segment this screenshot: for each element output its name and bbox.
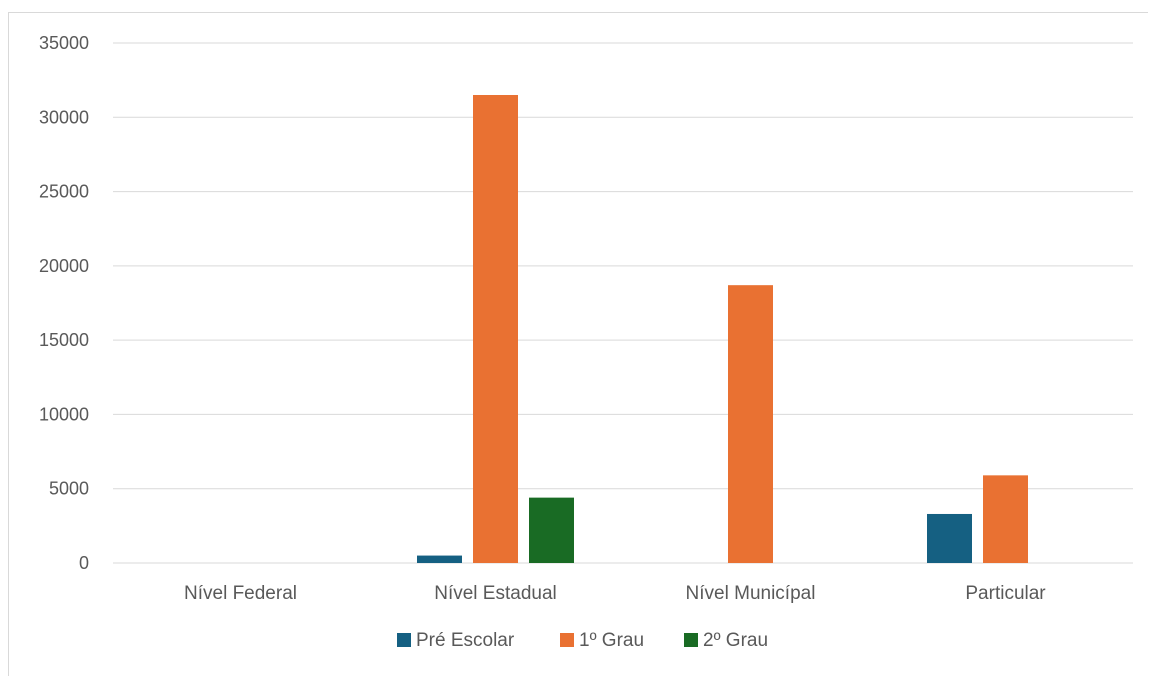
bar-pr-escolar-3 <box>927 513 972 563</box>
bar-1-grau-2 <box>728 285 773 563</box>
legend-swatch <box>397 633 411 647</box>
gridlines <box>113 42 1133 564</box>
x-category-label: Nível Municípal <box>686 583 816 604</box>
x-axis-category-labels: Nível Federal Nível Estadual Nível Municíp… <box>184 583 1046 604</box>
bars <box>417 95 1028 563</box>
bar-2-grau-1 <box>529 497 574 563</box>
x-category-label: Nível Federal <box>184 583 297 604</box>
y-tick-label: 15000 <box>39 330 89 350</box>
bar-1-grau-3 <box>983 475 1028 563</box>
y-tick-label: 25000 <box>39 182 89 202</box>
x-category-label: Nível Estadual <box>434 583 557 604</box>
legend-swatch <box>560 633 574 647</box>
y-tick-label: 20000 <box>39 256 89 276</box>
legend-label: 1º Grau <box>579 630 644 651</box>
y-tick-label: 5000 <box>49 479 89 499</box>
legend: Pré Escolar 1º Grau 2º Grau <box>397 630 768 651</box>
chart-frame <box>8 12 1148 676</box>
x-category-label: Particular <box>965 583 1046 604</box>
y-axis-tick-labels: 0 5000 10000 15000 20000 25000 30000 35000 <box>39 33 89 573</box>
y-tick-label: 0 <box>79 553 89 573</box>
y-tick-label: 10000 <box>39 404 89 424</box>
y-tick-label: 35000 <box>39 33 89 53</box>
legend-label: 2º Grau <box>703 630 768 651</box>
legend-swatch <box>684 633 698 647</box>
legend-label: Pré Escolar <box>416 630 515 651</box>
bar-1-grau-1 <box>473 95 518 563</box>
y-tick-label: 30000 <box>39 107 89 127</box>
bar-pr-escolar-1 <box>417 555 462 563</box>
